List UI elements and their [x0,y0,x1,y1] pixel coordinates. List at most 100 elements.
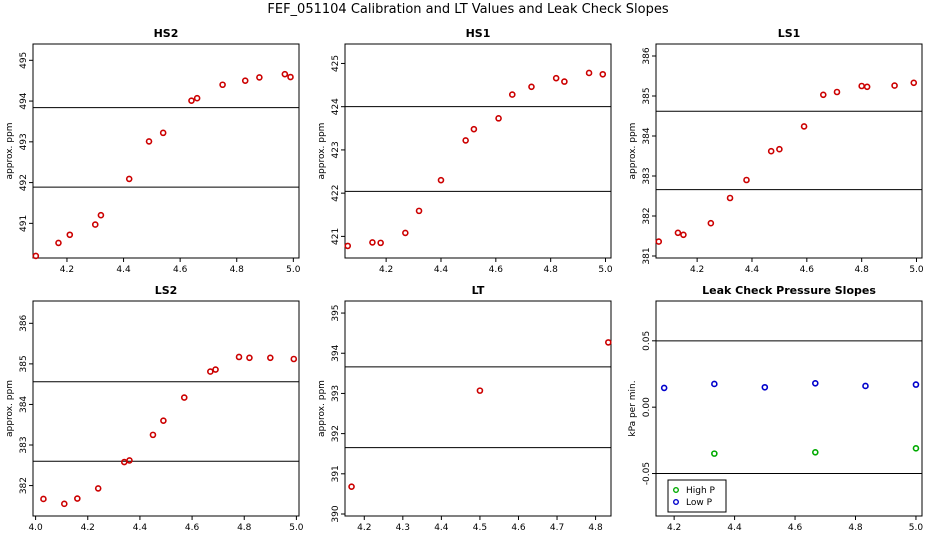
data-point [281,70,289,78]
data-point [246,354,253,362]
data-point [145,138,153,145]
x-tick-label: 4.5 [473,523,487,533]
y-tick-label: 385 [19,355,29,372]
data-point [743,176,750,184]
y-axis-label: approx. ppm [317,380,327,437]
y-axis-label: approx. ppm [317,123,327,180]
x-tick-label: 4.4 [133,523,148,533]
legend-marker [673,499,680,506]
x-tick-label: 4.6 [489,265,504,275]
x-tick-label: 4.6 [800,265,815,275]
data-point [74,495,81,502]
legend-label: High P [686,486,716,496]
data-point [655,238,663,245]
panel-title: HS1 [466,27,491,40]
y-tick-label: 492 [19,174,29,191]
data-point [207,368,214,375]
data-point [377,239,384,247]
data-point [863,83,871,91]
y-tick-label: 395 [331,304,341,321]
x-tick-label: 4.8 [544,265,559,275]
legend-marker [673,487,680,494]
y-tick-label: 382 [19,477,29,494]
x-tick-label: 4.6 [788,523,803,533]
x-tick-label: 5.0 [909,523,924,533]
data-point [660,384,668,392]
x-tick-label: 4.2 [60,265,74,275]
y-tick-label: 382 [642,207,652,224]
data-point [219,81,226,89]
data-point [819,91,827,99]
x-tick-label: 4.8 [588,523,603,533]
data-point [369,239,376,246]
data-point [402,229,409,237]
y-tick-label: 421 [331,228,341,245]
data-point [761,383,769,391]
panel-title: LT [472,284,485,297]
data-point [344,242,352,250]
data-point [149,431,157,439]
x-tick-label: 4.3 [396,523,410,533]
data-point [776,145,783,153]
y-tick-label: 391 [331,465,341,482]
x-tick-label: 4.4 [434,523,449,533]
data-point [267,354,274,362]
data-point [726,194,734,202]
data-point [256,74,263,81]
panel-6: Leak Check Pressure Slopes 4.2 4.4 4.6 4.8 5.… [628,284,923,533]
y-tick-label: 0.00 [642,397,652,417]
x-tick-label: 5.0 [909,265,924,275]
data-point [811,448,819,456]
plot-frame [655,43,923,259]
x-tick-label: 4.8 [237,523,252,533]
x-tick-label: 4.7 [550,523,564,533]
x-tick-label: 4.8 [230,265,245,275]
y-tick-label: 494 [19,92,29,109]
data-point [495,115,502,122]
x-tick-label: 4.6 [173,265,188,275]
data-point [476,387,484,394]
panel-title: HS2 [154,27,179,40]
y-tick-label: 383 [642,167,652,184]
x-tick-label: 4.6 [185,523,200,533]
data-point [585,69,593,77]
x-tick-label: 4.4 [434,265,449,275]
y-tick-label: 386 [642,47,652,64]
data-point [599,70,607,78]
y-tick-label: 384 [642,127,652,144]
y-tick-label: 393 [331,385,341,402]
figure-title: FEF_051104 Calibration and LT Values and… [267,2,669,17]
y-tick-label: 424 [331,98,341,115]
plot-frame [344,300,612,517]
y-axis-label: kPa per min. [628,380,638,436]
x-tick-label: 4.2 [379,265,393,275]
y-tick-label: 390 [331,505,341,522]
x-tick-label: 4.2 [667,523,681,533]
data-point [910,79,918,87]
y-axis-label: approx. ppm [628,123,638,180]
x-tick-label: 4.4 [116,265,131,275]
x-tick-label: 5.0 [289,523,304,533]
x-tick-label: 4.8 [855,265,870,275]
y-tick-label: 425 [331,55,341,72]
data-point [125,175,133,183]
data-point [561,78,568,85]
panel-2: HS1 4.2 4.4 4.6 4.8 5.0 421 422 423 424 425 approx.… [317,27,613,275]
data-point [235,353,243,361]
data-point [462,137,469,144]
data-point [97,211,105,219]
data-point [348,483,355,490]
y-tick-label: 491 [19,215,29,232]
panel-title: Leak Check Pressure Slopes [702,284,876,297]
data-point [287,73,294,81]
panel-title: LS1 [778,27,801,40]
x-tick-label: 4.2 [357,523,371,533]
y-tick-label: 493 [19,133,29,150]
y-tick-label: 381 [642,247,652,264]
x-tick-label: 4.2 [81,523,95,533]
panel-3: LS1 4.2 4.4 4.6 4.8 5.0 381 382 383 384 385 386 appr… [628,27,924,275]
data-point [858,82,865,90]
data-point [415,207,423,215]
data-point [94,485,102,492]
data-point [32,252,40,260]
